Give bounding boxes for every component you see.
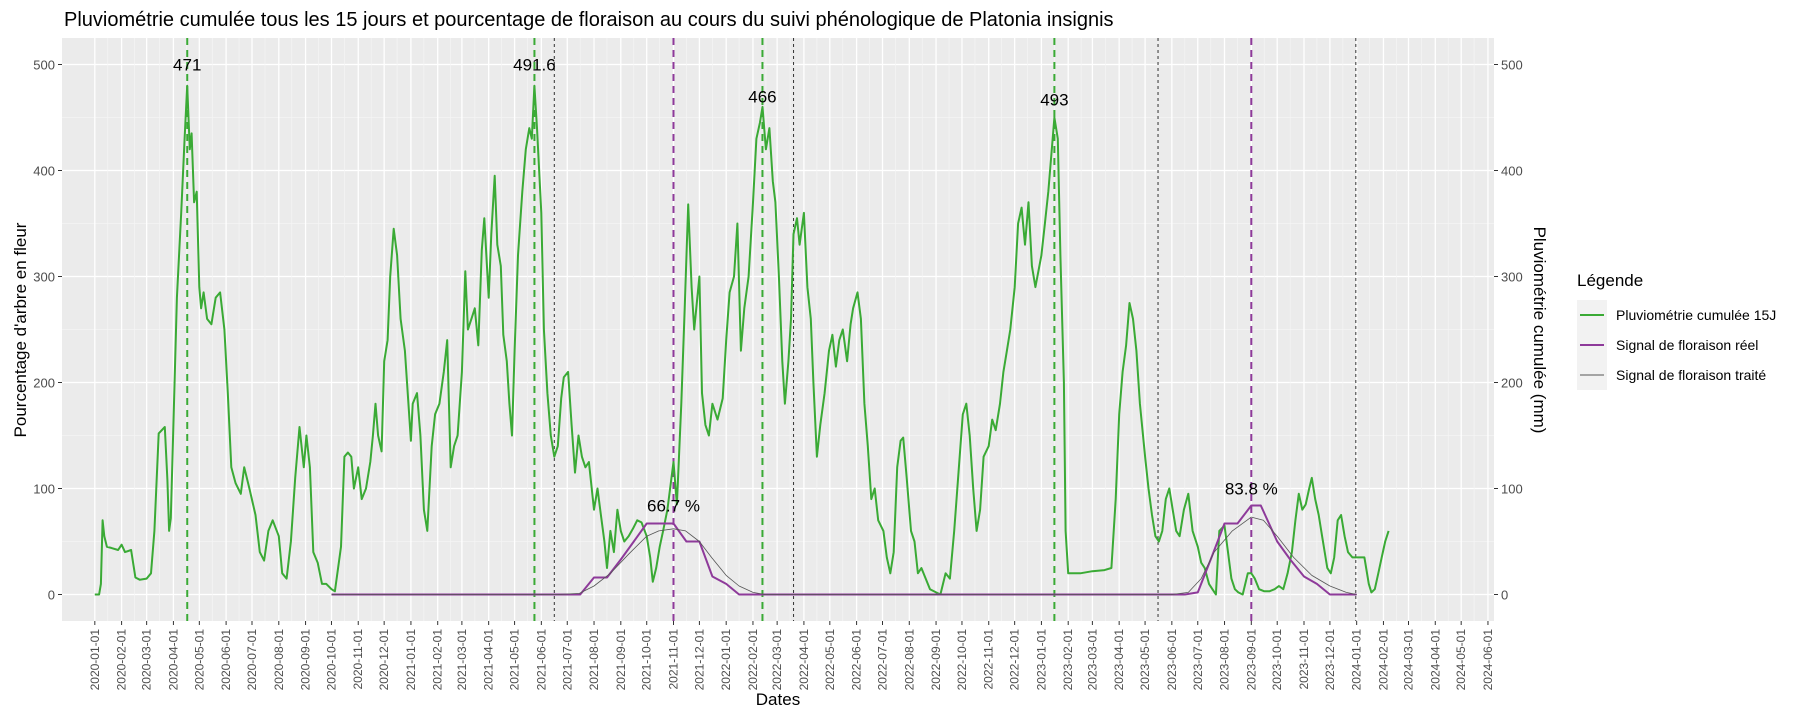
legend-label: Signal de floraison réel bbox=[1616, 337, 1758, 353]
x-tick-label: 2020-11-01 bbox=[351, 629, 365, 690]
y-axis-right-title: Pluviométrie cumulée (mm) bbox=[1530, 227, 1549, 434]
x-tick-label: 2023-01-01 bbox=[1034, 629, 1048, 691]
x-tick-label: 2023-12-01 bbox=[1323, 629, 1337, 691]
x-tick-label: 2022-01-01 bbox=[719, 629, 733, 691]
x-tick-label: 2020-08-01 bbox=[272, 629, 286, 691]
x-tick-label: 2022-09-01 bbox=[929, 629, 943, 691]
x-tick-label: 2022-06-01 bbox=[850, 629, 864, 691]
x-tick-label: 2023-02-01 bbox=[1061, 629, 1075, 691]
x-tick-label: 2022-07-01 bbox=[876, 629, 890, 691]
y-tick-label-right: 300 bbox=[1501, 270, 1523, 285]
legend: Légende Pluviométrie cumulée 15J Signal d… bbox=[1577, 271, 1776, 390]
annotations: 471 491.6 466 493 66.7 % 83.8 % bbox=[173, 56, 1278, 516]
x-tick-label: 2021-09-01 bbox=[614, 629, 628, 691]
legend-label: Pluviométrie cumulée 15J bbox=[1616, 307, 1776, 323]
x-tick-label: 2021-12-01 bbox=[692, 629, 706, 691]
y-tick-label-right: 400 bbox=[1501, 164, 1523, 179]
x-tick-label: 2024-02-01 bbox=[1376, 629, 1390, 691]
x-tick-label: 2022-11-01 bbox=[982, 629, 996, 690]
y-tick-label-left: 400 bbox=[33, 164, 55, 179]
y-axis-left: 0 100 200 300 400 500 bbox=[33, 58, 62, 603]
x-tick-label: 2024-03-01 bbox=[1401, 629, 1415, 691]
x-tick-label: 2022-12-01 bbox=[1008, 629, 1022, 691]
x-tick-label: 2023-09-01 bbox=[1244, 629, 1258, 691]
x-tick-label: 2020-06-01 bbox=[219, 629, 233, 691]
x-tick-label: 2020-10-01 bbox=[324, 629, 338, 691]
grid bbox=[62, 38, 1494, 621]
y-tick-label-right: 200 bbox=[1501, 376, 1523, 391]
x-tick-label: 2024-06-01 bbox=[1481, 629, 1495, 691]
y-tick-label-right: 500 bbox=[1501, 58, 1523, 73]
x-tick-label: 2022-02-01 bbox=[746, 629, 760, 691]
x-tick-label: 2021-01-01 bbox=[404, 629, 418, 691]
x-tick-label: 2022-04-01 bbox=[797, 629, 811, 691]
y-tick-label-left: 500 bbox=[33, 58, 55, 73]
x-tick-label: 2023-04-01 bbox=[1112, 629, 1126, 691]
annotation-label: 493 bbox=[1040, 90, 1068, 109]
x-tick-label: 2020-05-01 bbox=[192, 629, 206, 691]
x-tick-label: 2020-03-01 bbox=[140, 629, 154, 691]
x-tick-label: 2020-01-01 bbox=[88, 629, 102, 691]
x-tick-label: 2021-08-01 bbox=[587, 629, 601, 691]
y-axis-right: 0 100 200 300 400 500 bbox=[1494, 58, 1523, 603]
x-tick-label: 2021-11-01 bbox=[666, 629, 680, 690]
y-tick-label-left: 300 bbox=[33, 270, 55, 285]
x-tick-label: 2022-05-01 bbox=[823, 629, 837, 691]
annotation-label: 466 bbox=[748, 87, 776, 106]
annotation-label: 66.7 % bbox=[647, 496, 700, 515]
y-tick-label-right: 100 bbox=[1501, 482, 1523, 497]
x-tick-label: 2023-06-01 bbox=[1165, 629, 1179, 691]
series-lines bbox=[94, 84, 1390, 596]
x-tick-label: 2021-10-01 bbox=[640, 629, 654, 691]
x-tick-label: 2021-04-01 bbox=[482, 629, 496, 691]
y-tick-label-right: 0 bbox=[1501, 588, 1508, 603]
vertical-reference-lines bbox=[186, 38, 1357, 621]
legend-label: Signal de floraison traité bbox=[1616, 367, 1766, 383]
annotation-label: 471 bbox=[173, 56, 201, 75]
x-tick-label: 2022-08-01 bbox=[902, 629, 916, 691]
x-tick-label: 2020-02-01 bbox=[115, 629, 129, 691]
y-tick-label-left: 0 bbox=[48, 588, 55, 603]
y-axis-left-title: Pourcentage d'arbre en fleur bbox=[11, 222, 30, 437]
annotation-label: 491.6 bbox=[513, 56, 556, 75]
x-tick-label: 2023-07-01 bbox=[1191, 629, 1205, 691]
x-tick-label: 2021-03-01 bbox=[455, 629, 469, 691]
x-tick-label: 2020-04-01 bbox=[166, 629, 180, 691]
x-tick-label: 2022-10-01 bbox=[955, 629, 969, 691]
chart-title: Pluviométrie cumulée tous les 15 jours e… bbox=[64, 9, 1114, 31]
x-tick-label: 2023-03-01 bbox=[1085, 629, 1099, 691]
series-line-3 bbox=[331, 516, 1357, 595]
annotation-label: 83.8 % bbox=[1225, 480, 1278, 499]
x-tick-label: 2022-03-01 bbox=[770, 629, 784, 691]
x-tick-label: 2021-06-01 bbox=[534, 629, 548, 691]
x-tick-label: 2023-05-01 bbox=[1138, 629, 1152, 691]
series-line-1 bbox=[94, 84, 1390, 596]
x-tick-label: 2021-02-01 bbox=[431, 629, 445, 691]
x-tick-label: 2024-01-01 bbox=[1350, 629, 1364, 691]
x-tick-label: 2020-12-01 bbox=[377, 629, 391, 691]
x-tick-label: 2021-05-01 bbox=[508, 629, 522, 691]
x-tick-label: 2023-11-01 bbox=[1297, 629, 1311, 690]
x-tick-label: 2021-07-01 bbox=[560, 629, 574, 691]
x-tick-label: 2020-09-01 bbox=[299, 629, 313, 691]
y-tick-label-left: 200 bbox=[33, 376, 55, 391]
x-axis: 2020-01-01 2020-02-01 2020-03-01 2020-04-01… bbox=[88, 621, 1495, 690]
x-tick-label: 2020-07-01 bbox=[245, 629, 259, 691]
x-tick-label: 2024-05-01 bbox=[1454, 629, 1468, 691]
y-tick-label-left: 100 bbox=[33, 482, 55, 497]
legend-title: Légende bbox=[1577, 271, 1643, 290]
x-tick-label: 2023-10-01 bbox=[1270, 629, 1284, 691]
x-tick-label: 2024-04-01 bbox=[1428, 629, 1442, 691]
x-tick-label: 2023-08-01 bbox=[1218, 629, 1232, 691]
x-axis-title: Dates bbox=[756, 690, 800, 709]
